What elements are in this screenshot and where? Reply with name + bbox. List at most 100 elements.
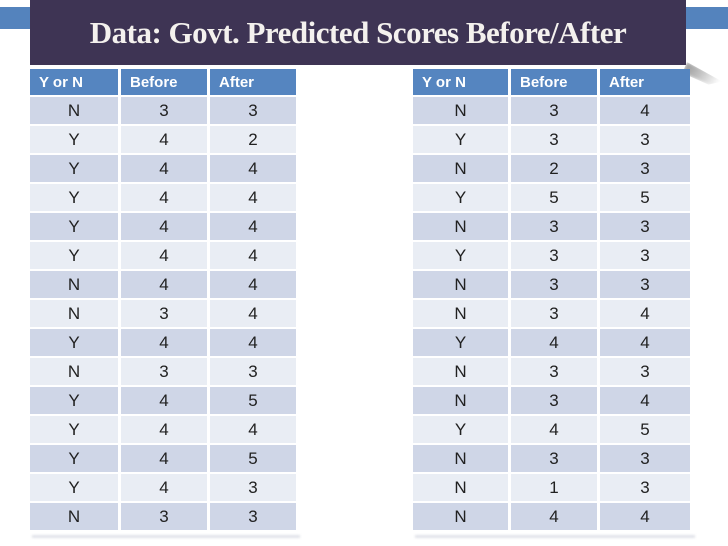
data-cell: 4 xyxy=(121,213,207,240)
data-cell: 4 xyxy=(210,416,296,443)
data-cell: 5 xyxy=(600,416,690,443)
data-cell: 3 xyxy=(511,387,597,414)
header-cell-y-or-n: Y or N xyxy=(413,69,508,95)
data-cell: N xyxy=(413,155,508,182)
data-cell: N xyxy=(30,300,118,327)
data-cell: 5 xyxy=(511,184,597,211)
data-cell: 3 xyxy=(511,97,597,124)
data-cell: 3 xyxy=(210,474,296,501)
data-cell: N xyxy=(413,97,508,124)
data-cell: 5 xyxy=(600,184,690,211)
data-cell: Y xyxy=(30,329,118,356)
header-cell-y-or-n: Y or N xyxy=(30,69,118,95)
right-table-shadow xyxy=(415,535,695,538)
data-cell: 3 xyxy=(121,503,207,530)
right-scores-table: Y or N Before After N 3 4 Y 3 3 N 2 3 Y 5 5 N 3 3 Y 3 3 N 3 3 N 3… xyxy=(413,69,690,530)
data-cell: 3 xyxy=(511,271,597,298)
slide-title: Data: Govt. Predicted Scores Before/Afte… xyxy=(89,14,627,50)
data-cell: Y xyxy=(413,184,508,211)
data-cell: N xyxy=(30,97,118,124)
data-cell: 4 xyxy=(210,155,296,182)
data-cell: 4 xyxy=(511,503,597,530)
data-cell: 4 xyxy=(600,503,690,530)
data-cell: Y xyxy=(413,416,508,443)
left-scores-table: Y or N Before After N 3 3 Y 4 2 Y 4 4 Y 4 4 Y 4 4 Y 4 4 N 4 4 N 3… xyxy=(30,69,296,530)
data-cell: N xyxy=(413,445,508,472)
data-cell: 3 xyxy=(121,300,207,327)
header-cell-before: Before xyxy=(511,69,597,95)
data-cell: N xyxy=(413,474,508,501)
data-cell: 4 xyxy=(121,184,207,211)
data-cell: 3 xyxy=(600,213,690,240)
data-cell: Y xyxy=(30,184,118,211)
data-cell: N xyxy=(413,387,508,414)
data-cell: 3 xyxy=(600,445,690,472)
data-cell: 4 xyxy=(210,242,296,269)
header-cell-after: After xyxy=(210,69,296,95)
data-cell: 3 xyxy=(511,242,597,269)
data-cell: 3 xyxy=(121,358,207,385)
left-table-shadow xyxy=(32,535,300,538)
data-cell: 4 xyxy=(210,271,296,298)
data-cell: 3 xyxy=(600,271,690,298)
data-cell: 4 xyxy=(121,445,207,472)
data-cell: 4 xyxy=(600,97,690,124)
data-cell: 3 xyxy=(600,242,690,269)
data-cell: N xyxy=(30,271,118,298)
data-cell: Y xyxy=(30,416,118,443)
data-cell: 3 xyxy=(210,97,296,124)
data-cell: 3 xyxy=(511,445,597,472)
data-cell: 4 xyxy=(121,155,207,182)
data-cell: 4 xyxy=(210,213,296,240)
data-cell: 1 xyxy=(511,474,597,501)
data-cell: 3 xyxy=(600,474,690,501)
data-cell: 3 xyxy=(600,155,690,182)
data-cell: 4 xyxy=(121,242,207,269)
data-cell: Y xyxy=(413,329,508,356)
data-cell: N xyxy=(413,300,508,327)
data-cell: N xyxy=(413,271,508,298)
data-cell: 4 xyxy=(600,329,690,356)
data-cell: 4 xyxy=(121,474,207,501)
data-cell: 3 xyxy=(511,126,597,153)
data-cell: 3 xyxy=(210,358,296,385)
data-cell: Y xyxy=(30,242,118,269)
data-cell: 3 xyxy=(210,503,296,530)
data-cell: 4 xyxy=(600,387,690,414)
data-cell: 3 xyxy=(511,300,597,327)
data-cell: Y xyxy=(30,155,118,182)
data-cell: 4 xyxy=(511,329,597,356)
data-cell: 4 xyxy=(600,300,690,327)
data-cell: 5 xyxy=(210,445,296,472)
data-cell: 4 xyxy=(210,300,296,327)
data-cell: Y xyxy=(413,126,508,153)
title-banner: Data: Govt. Predicted Scores Before/Afte… xyxy=(30,0,686,65)
header-cell-before: Before xyxy=(121,69,207,95)
data-cell: 4 xyxy=(210,184,296,211)
data-cell: 3 xyxy=(600,358,690,385)
data-cell: N xyxy=(413,503,508,530)
data-cell: Y xyxy=(30,387,118,414)
data-cell: 4 xyxy=(121,387,207,414)
data-cell: Y xyxy=(30,126,118,153)
data-cell: 4 xyxy=(511,416,597,443)
data-cell: Y xyxy=(30,445,118,472)
data-cell: N xyxy=(30,503,118,530)
data-cell: 4 xyxy=(121,271,207,298)
data-cell: 2 xyxy=(210,126,296,153)
data-cell: 2 xyxy=(511,155,597,182)
data-cell: 4 xyxy=(121,329,207,356)
header-cell-after: After xyxy=(600,69,690,95)
data-cell: 4 xyxy=(121,416,207,443)
data-cell: 3 xyxy=(511,213,597,240)
data-cell: Y xyxy=(30,474,118,501)
data-cell: 3 xyxy=(121,97,207,124)
data-cell: N xyxy=(413,358,508,385)
data-cell: 4 xyxy=(210,329,296,356)
data-cell: Y xyxy=(30,213,118,240)
data-cell: Y xyxy=(413,242,508,269)
data-cell: N xyxy=(413,213,508,240)
data-cell: N xyxy=(30,358,118,385)
data-cell: 4 xyxy=(121,126,207,153)
data-cell: 3 xyxy=(600,126,690,153)
